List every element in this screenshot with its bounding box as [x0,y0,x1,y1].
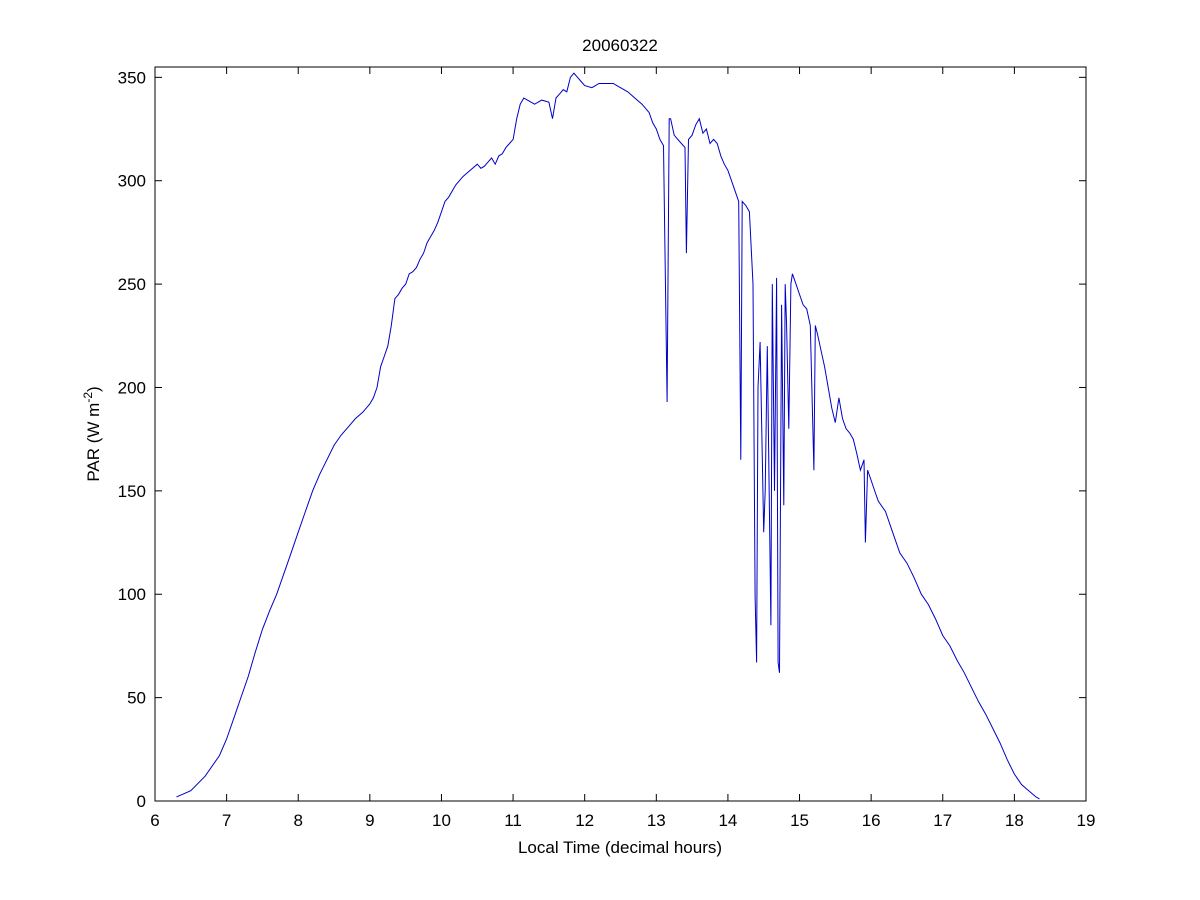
x-tick-label: 6 [150,811,159,830]
x-tick-label: 7 [222,811,231,830]
y-tick-label: 300 [118,172,146,191]
x-tick-label: 13 [647,811,666,830]
x-axis-label: Local Time (decimal hours) [518,838,722,857]
x-tick-label: 9 [365,811,374,830]
x-tick-label: 19 [1077,811,1096,830]
y-axis-label: PAR (W m-2) [81,386,103,481]
x-tick-label: 8 [293,811,302,830]
x-tick-label: 16 [862,811,881,830]
x-tick-label: 17 [933,811,952,830]
x-tick-label: 12 [575,811,594,830]
x-axis: 6 7 8 9 10 11 12 13 14 15 16 17 18 19 [150,67,1095,830]
y-axis-label-close: ) [84,386,103,392]
y-tick-label: 150 [118,482,146,501]
y-tick-label: 250 [118,275,146,294]
y-tick-label: 350 [118,68,146,87]
y-axis-label-main: PAR (W m [84,403,103,482]
chart-title: 20060322 [582,36,658,55]
y-axis-label-superscript: -2 [81,392,95,403]
plot-frame [154,66,1087,802]
y-axis: 0 50 100 150 200 250 300 350 [118,68,1086,811]
x-tick-label: 15 [790,811,809,830]
x-tick-label: 14 [718,811,737,830]
x-tick-label: 11 [504,811,522,830]
y-tick-label: 0 [137,792,146,811]
y-tick-label: 50 [127,689,146,708]
y-tick-label: 100 [118,585,146,604]
y-tick-label: 200 [118,378,146,397]
x-tick-label: 18 [1005,811,1024,830]
par-series-line [176,72,1040,800]
x-tick-label: 10 [432,811,451,830]
